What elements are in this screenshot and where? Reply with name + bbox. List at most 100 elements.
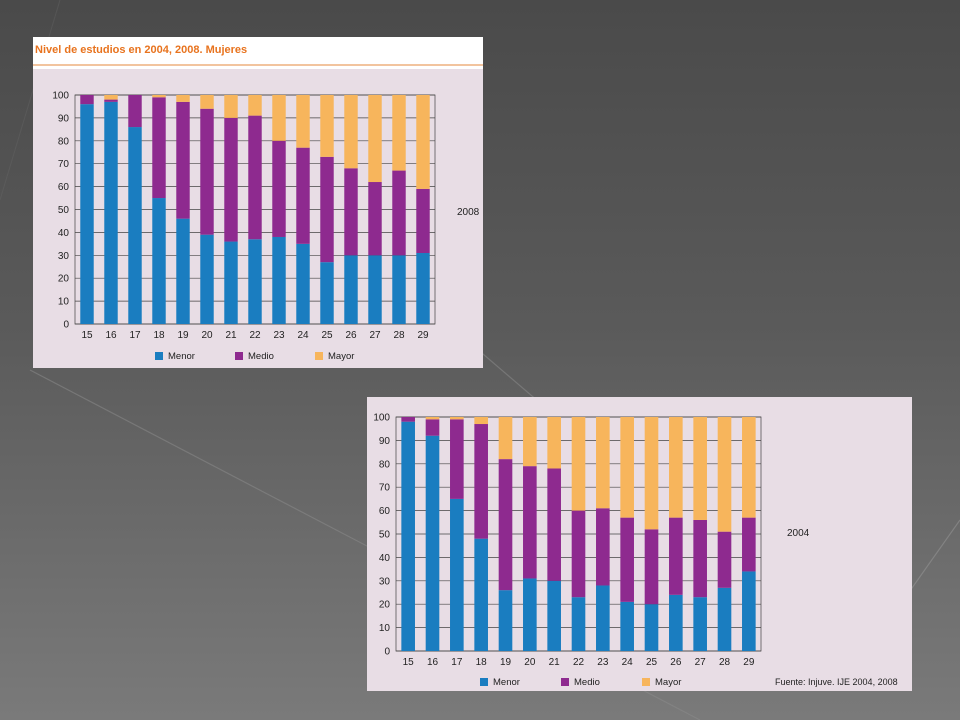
bar-segment-menor: [224, 241, 238, 324]
legend-label: Mayor: [328, 351, 354, 362]
bar-segment-mayor: [669, 417, 683, 518]
bar-segment-mayor: [596, 417, 610, 509]
bar-segment-mayor: [523, 417, 537, 467]
bar-segment-mayor: [272, 95, 286, 141]
x-tick-label: 28: [719, 657, 731, 668]
bar-segment-mayor: [450, 417, 464, 420]
bar-segment-menor: [474, 538, 488, 651]
bar-segment-menor: [742, 571, 756, 651]
y-tick-label: 100: [52, 91, 69, 102]
bar-segment-menor: [693, 597, 707, 651]
y-tick-label: 70: [379, 483, 391, 494]
bar-segment-mayor: [425, 417, 440, 420]
bar-segment-menor: [128, 127, 142, 324]
y-tick-label: 90: [58, 113, 70, 124]
x-tick-label: 26: [670, 657, 682, 668]
bar-segment-medio: [717, 531, 732, 588]
bar-segment-medio: [742, 517, 756, 572]
bar-segment-medio: [80, 95, 94, 105]
bar-segment-menor: [571, 597, 586, 651]
bar-segment-mayor: [693, 417, 707, 520]
x-tick-label: 22: [573, 657, 585, 668]
y-tick-label: 0: [63, 320, 69, 331]
bar-segment-mayor: [296, 95, 310, 148]
x-tick-label: 16: [427, 657, 439, 668]
x-tick-label: 17: [451, 657, 463, 668]
bar-segment-medio: [392, 170, 406, 256]
bar-segment-menor: [200, 234, 214, 324]
bar-segment-medio: [669, 517, 683, 595]
bar-segment-mayor: [344, 95, 358, 169]
bar-segment-mayor: [176, 95, 190, 102]
y-tick-label: 80: [58, 136, 70, 147]
x-tick-label: 18: [153, 330, 165, 341]
x-tick-label: 24: [622, 657, 634, 668]
y-tick-label: 30: [379, 576, 391, 587]
bar-segment-menor: [320, 262, 334, 324]
x-tick-label: 27: [369, 330, 381, 341]
bar-segment-menor: [152, 198, 166, 324]
bar-segment-medio: [596, 508, 610, 586]
bar-segment-menor: [425, 435, 440, 651]
bar-segment-medio: [368, 182, 382, 256]
bar-segment-menor: [296, 243, 310, 324]
legend-label: Mayor: [655, 677, 681, 688]
bar-segment-medio: [620, 517, 634, 602]
bar-segment-menor: [523, 578, 537, 651]
bar-segment-menor: [392, 255, 406, 324]
bar-segment-medio: [176, 101, 190, 219]
bar-segment-mayor: [416, 95, 430, 189]
bar-segment-medio: [474, 424, 488, 539]
legend-swatch: [642, 678, 650, 686]
bar-segment-menor: [644, 604, 659, 651]
bar-segment-mayor: [152, 95, 166, 98]
bar-segment-mayor: [571, 417, 586, 511]
bar-segment-medio: [296, 147, 310, 244]
bar-segment-mayor: [248, 95, 262, 116]
bar-segment-medio: [547, 468, 561, 581]
y-tick-label: 70: [58, 159, 70, 170]
y-tick-label: 10: [379, 623, 391, 634]
y-tick-label: 100: [373, 413, 390, 424]
bar-segment-medio: [523, 466, 537, 579]
title-rule: [33, 64, 483, 66]
bar-segment-mayor: [547, 417, 561, 469]
y-tick-label: 50: [379, 530, 391, 541]
y-tick-label: 0: [384, 647, 390, 658]
year-label: 2004: [787, 528, 810, 539]
bar-segment-menor: [596, 585, 610, 651]
y-tick-label: 20: [58, 274, 70, 285]
x-tick-label: 21: [225, 330, 237, 341]
bar-segment-mayor: [392, 95, 406, 171]
bar-segment-medio: [248, 115, 262, 240]
y-tick-label: 90: [379, 436, 391, 447]
bar-segment-medio: [128, 95, 142, 128]
bar-segment-menor: [401, 421, 415, 651]
bar-segment-medio: [416, 188, 430, 254]
bar-segment-menor: [344, 255, 358, 324]
x-tick-label: 25: [646, 657, 658, 668]
bar-segment-medio: [224, 117, 238, 242]
y-tick-label: 60: [58, 182, 70, 193]
y-tick-label: 30: [58, 251, 70, 262]
bar-segment-medio: [344, 168, 358, 256]
bar-segment-menor: [368, 255, 382, 324]
bar-segment-menor: [547, 580, 561, 651]
legend-swatch: [561, 678, 569, 686]
bar-segment-menor: [416, 253, 430, 324]
y-tick-label: 40: [58, 228, 70, 239]
bar-segment-medio: [401, 417, 415, 422]
y-tick-label: 10: [58, 297, 70, 308]
bar-segment-menor: [498, 590, 513, 651]
chart-panel-2004: 0 10 20 30 40 50 60 70 80 90 100 15 16 17 18 19 20 21 22 23…: [367, 397, 912, 691]
year-label: 2008: [457, 207, 480, 218]
bar-segment-menor: [450, 498, 464, 651]
stacked-bar-chart-2004: 0 10 20 30 40 50 60 70 80 90 100 15 16 17 18 19 20 21 22 23…: [373, 413, 897, 689]
stacked-bar-chart-2008: 0 10 20 30 40 50 60 70 80 90 100 15 16 17 18 19 20 21 22 23…: [52, 91, 480, 363]
bar-segment-medio: [450, 419, 464, 499]
bar-segment-medio: [498, 459, 513, 591]
legend-label: Menor: [493, 677, 520, 688]
bar-segment-medio: [571, 510, 586, 598]
x-tick-label: 17: [129, 330, 141, 341]
bar-segment-menor: [80, 104, 94, 324]
